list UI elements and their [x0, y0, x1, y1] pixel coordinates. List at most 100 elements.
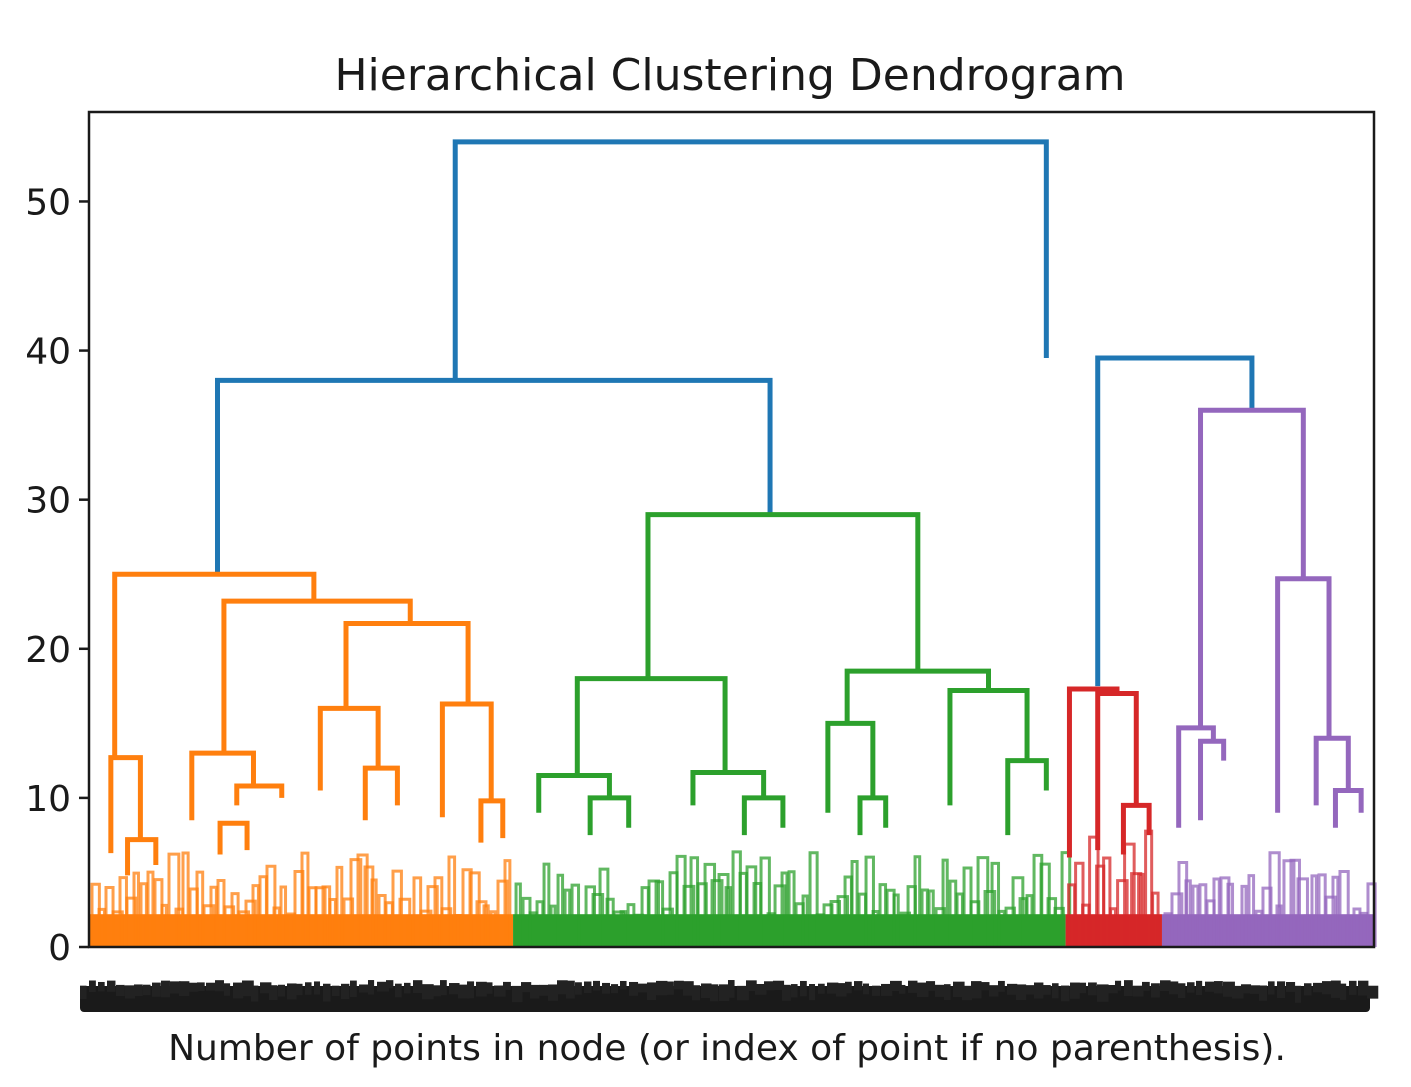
leaf-link — [913, 855, 922, 947]
leaf-link — [976, 856, 990, 947]
x-tick-label-glyph — [1331, 980, 1341, 998]
x-tick-label-glyph — [539, 984, 550, 996]
x-tick-label-glyph — [737, 985, 749, 1001]
leaf-link — [440, 907, 453, 947]
x-tick-label-glyph — [1349, 980, 1357, 995]
leaf-link — [1151, 891, 1160, 947]
x-tick-label-glyph — [728, 980, 735, 998]
leaf-link — [132, 871, 140, 947]
leaf-link — [612, 910, 625, 947]
x-tick-label-glyph — [1124, 980, 1133, 997]
x-tick-label-glyph — [1214, 981, 1223, 994]
leaf-link — [808, 851, 819, 947]
leaf-link — [514, 882, 522, 947]
leaf-link — [563, 888, 572, 947]
leaf-link — [251, 884, 260, 947]
x-tick-label-glyph — [431, 985, 441, 997]
x-tick-label-glyph — [368, 980, 375, 995]
leaf-link — [1331, 875, 1340, 947]
leaf-link — [955, 892, 964, 947]
x-tick-label-glyph — [485, 982, 493, 994]
dendrogram-link — [947, 688, 1030, 806]
x-tick-label-glyph — [314, 981, 321, 995]
dendrogram-link — [217, 820, 250, 855]
x-tick-label-glyph — [332, 985, 340, 997]
leaf-link — [1212, 877, 1221, 947]
leaf-link — [202, 904, 216, 947]
leaf-link — [223, 905, 236, 947]
y-tick-label: 0 — [48, 928, 71, 969]
dendrogram-link — [645, 512, 921, 679]
leaf-link — [398, 897, 412, 947]
leaf-link — [787, 870, 796, 947]
x-tick-label-glyph — [1196, 980, 1203, 996]
leaf-link — [468, 871, 481, 947]
x-tick-label-glyph — [143, 984, 151, 996]
leaf-link — [370, 878, 378, 947]
leaf-link — [1345, 914, 1354, 947]
x-tick-label-glyph — [746, 980, 757, 991]
leaf-link — [454, 914, 463, 947]
x-tick-label-glyph — [656, 980, 668, 996]
x-tick-label-glyph — [935, 984, 946, 997]
leaf-link — [941, 858, 949, 947]
x-tick-label-glyph — [305, 982, 312, 995]
x-tick-label-glyph — [476, 981, 487, 997]
dendrogram-link — [825, 720, 876, 813]
leaf-link — [1137, 872, 1145, 947]
cluster-base-3 — [1065, 829, 1162, 947]
leaf-link — [724, 886, 733, 947]
leaf-link — [801, 894, 809, 947]
leaf-link — [1226, 882, 1235, 947]
leaf-link — [503, 859, 512, 947]
leaf-link — [1184, 879, 1192, 947]
x-tick-label-glyph — [782, 984, 791, 1001]
leaf-link — [836, 895, 849, 947]
leaf-link — [1310, 874, 1318, 947]
leaf-link — [272, 906, 281, 947]
leaf-link — [661, 907, 674, 947]
leaf-link — [549, 904, 557, 947]
leaf-link — [475, 900, 488, 947]
leaf-link — [328, 897, 337, 947]
leaf-link — [209, 885, 218, 947]
x-tick-label-glyph — [1286, 981, 1296, 992]
leaf-link — [279, 885, 288, 947]
leaf-link — [496, 879, 509, 947]
x-tick-label-glyph — [1205, 981, 1217, 992]
plot-area — [89, 139, 1377, 947]
x-tick-label-glyph — [341, 983, 350, 1000]
dendrogram-link — [1005, 758, 1049, 836]
x-tick-label-glyph — [278, 984, 286, 997]
dendrogram-link — [536, 773, 612, 813]
leaf-link — [1289, 858, 1301, 947]
x-tick-label-glyph — [125, 985, 136, 999]
x-tick-label-glyph — [188, 982, 199, 992]
x-tick-label-glyph — [530, 984, 540, 999]
x-tick-label-glyph — [215, 980, 224, 992]
x-tick-label-glyph — [1061, 985, 1070, 1002]
x-tick-label-glyph — [1358, 980, 1369, 996]
leaf-link — [927, 889, 935, 947]
x-tick-label-glyph — [467, 981, 475, 999]
x-tick-label-glyph — [944, 984, 951, 1001]
x-tick-label-glyph — [1295, 985, 1302, 1003]
leaf-link — [1338, 869, 1350, 947]
x-tick-label-glyph — [683, 981, 694, 996]
x-tick-label-glyph — [350, 980, 357, 997]
leaf-link — [997, 909, 1006, 947]
x-tick-label-glyph — [116, 984, 125, 997]
leaf-link — [1191, 884, 1200, 947]
x-tick-label-glyph — [287, 983, 297, 1000]
x-tick-label-glyph — [557, 980, 568, 995]
leaf-link — [556, 873, 565, 947]
leaf-link — [1102, 856, 1112, 947]
leaf-link — [1170, 892, 1184, 947]
x-tick-label-glyph — [701, 983, 712, 999]
cluster-base-4 — [1161, 851, 1377, 947]
x-tick-label-glyph — [1133, 985, 1144, 997]
x-tick-label-glyph — [620, 980, 627, 990]
dendrogram-link — [1198, 407, 1306, 728]
dendrogram-link — [108, 755, 143, 854]
